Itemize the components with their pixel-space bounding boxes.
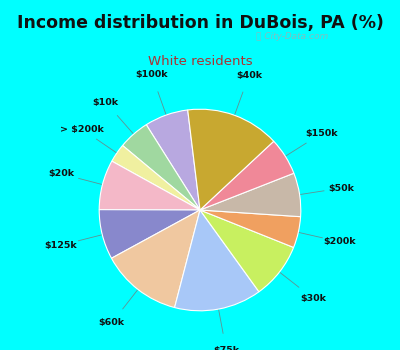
Wedge shape bbox=[200, 173, 301, 217]
Text: $10k: $10k bbox=[92, 98, 119, 107]
Text: $50k: $50k bbox=[329, 183, 355, 192]
Wedge shape bbox=[200, 210, 300, 247]
Text: ⌖ City-Data.com: ⌖ City-Data.com bbox=[256, 32, 328, 41]
Text: $30k: $30k bbox=[300, 294, 326, 303]
Text: $150k: $150k bbox=[305, 129, 338, 138]
Wedge shape bbox=[174, 210, 259, 311]
Text: $125k: $125k bbox=[45, 241, 77, 250]
Wedge shape bbox=[99, 210, 200, 258]
Text: White residents: White residents bbox=[148, 55, 252, 68]
Wedge shape bbox=[112, 146, 200, 210]
Wedge shape bbox=[99, 161, 200, 210]
Wedge shape bbox=[200, 210, 294, 292]
Text: $20k: $20k bbox=[48, 169, 74, 178]
Wedge shape bbox=[200, 141, 294, 210]
Wedge shape bbox=[146, 110, 200, 210]
Text: $200k: $200k bbox=[324, 237, 356, 246]
Wedge shape bbox=[188, 109, 274, 210]
Text: Income distribution in DuBois, PA (%): Income distribution in DuBois, PA (%) bbox=[16, 14, 384, 32]
Text: $60k: $60k bbox=[99, 318, 125, 328]
Wedge shape bbox=[112, 210, 200, 308]
Wedge shape bbox=[122, 125, 200, 210]
Text: > $200k: > $200k bbox=[60, 125, 104, 133]
Text: $75k: $75k bbox=[213, 346, 240, 350]
Text: $40k: $40k bbox=[236, 71, 262, 80]
Text: $100k: $100k bbox=[136, 70, 168, 79]
